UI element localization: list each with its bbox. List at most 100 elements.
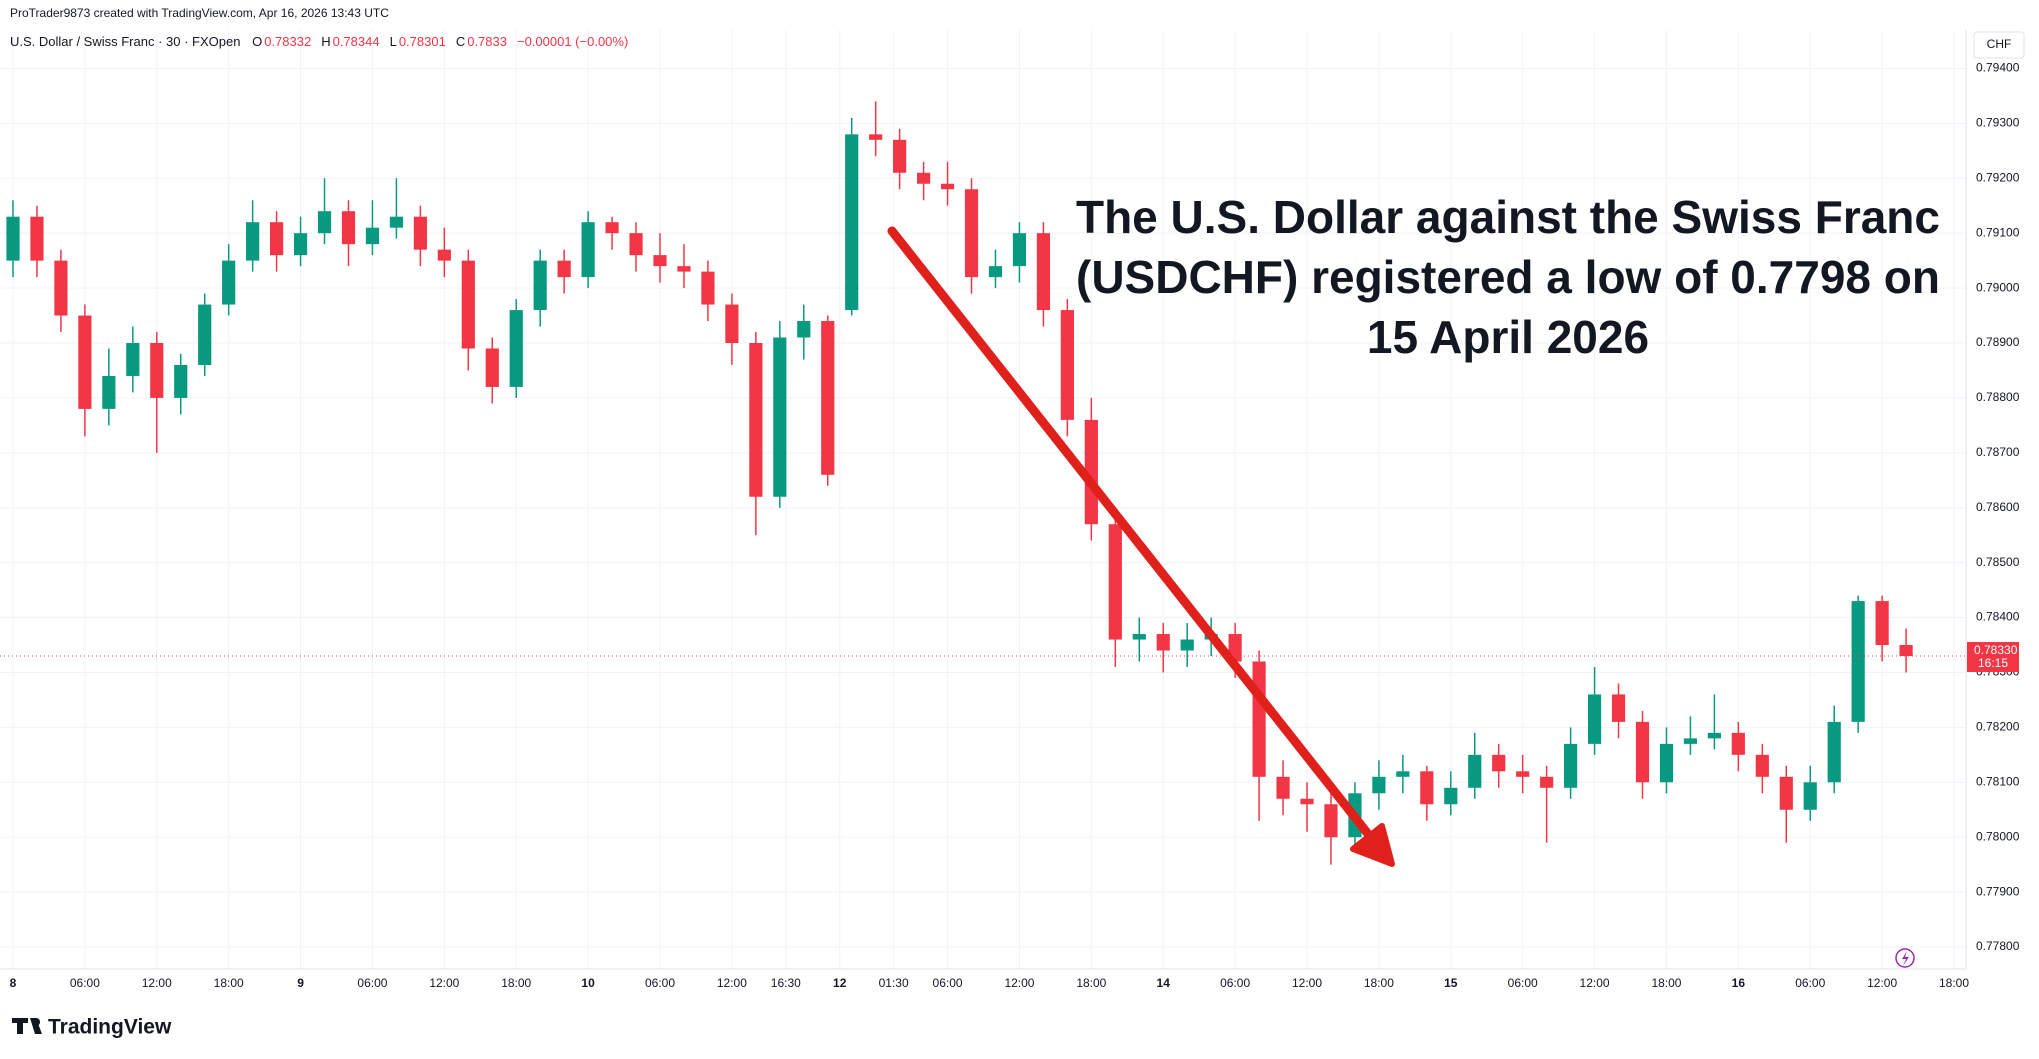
candle-body [845, 134, 859, 311]
x-tick-label: 12:00 [1004, 976, 1034, 990]
candle-body [581, 222, 595, 278]
y-tick-label: 0.78600 [1976, 500, 2020, 514]
ohlc-key: L [389, 34, 397, 49]
y-tick-label: 0.78400 [1976, 610, 2020, 624]
logo-text: TradingView [48, 1016, 172, 1039]
x-tick-label: 01:30 [879, 976, 909, 990]
candle-body [485, 348, 499, 387]
candle-body [797, 321, 811, 338]
countdown: 16:15 [1978, 656, 2008, 670]
ohlc-value: 0.78344 [332, 34, 380, 49]
candle-body [1492, 754, 1506, 772]
candle-body [126, 343, 140, 376]
candle-body [1468, 754, 1482, 788]
candle-body [1156, 634, 1170, 651]
candle-body [389, 216, 404, 228]
candle-body [365, 227, 380, 245]
candle-body [341, 211, 356, 245]
grid [0, 30, 1966, 969]
candle-body [1659, 743, 1674, 783]
candle-body [1420, 771, 1434, 805]
candle-body [1587, 694, 1602, 744]
candle-body [1803, 782, 1817, 810]
y-tick-label: 0.78800 [1976, 390, 2020, 404]
candle-body [222, 260, 236, 305]
y-tick-label: 0.77800 [1976, 939, 2020, 953]
candle-body [1084, 419, 1098, 525]
y-tick-label: 0.78900 [1976, 335, 2020, 349]
ohlc-key: C [455, 34, 466, 49]
candle-body [317, 211, 332, 234]
candle-body [1036, 233, 1051, 311]
x-tick-label: 12:00 [1292, 976, 1322, 990]
ohlc-key: H [321, 34, 331, 49]
alert-bolt [1902, 951, 1909, 966]
x-tick-label: 06:00 [933, 976, 963, 990]
candle-body [533, 260, 547, 311]
candle-body [1635, 721, 1650, 783]
x-tick-label: 18:00 [214, 976, 244, 990]
candle-body [701, 271, 715, 305]
candle-body [1516, 771, 1530, 777]
y-tick-label: 0.77900 [1976, 884, 2020, 898]
y-tick-label: 0.79300 [1976, 116, 2020, 130]
x-tick-label: 18:00 [1364, 976, 1394, 990]
candle-body [1779, 776, 1793, 810]
y-tick-label: 0.78700 [1976, 445, 2020, 459]
candle-body [1276, 776, 1290, 799]
y-tick-label: 0.79100 [1976, 225, 2020, 239]
candle-body [988, 266, 1003, 278]
ohlc-key: O [252, 34, 263, 49]
candle-body [1564, 743, 1578, 788]
x-tick-label: 12:00 [1867, 976, 1897, 990]
candle-body [749, 343, 763, 497]
arrow-head [1350, 823, 1395, 867]
candle-body [1012, 233, 1027, 267]
annotation-line: 15 April 2026 [1367, 311, 1649, 363]
candle-body [1372, 776, 1386, 794]
candle-body [150, 343, 164, 398]
x-tick-label: 16 [1732, 976, 1746, 990]
x-tick-label: 16:30 [771, 976, 801, 990]
candle-body [1707, 732, 1721, 739]
y-tick-label: 0.78000 [1976, 829, 2020, 843]
candle-body [461, 260, 475, 349]
last-price-box [1967, 642, 2019, 672]
x-tick-label: 12 [833, 976, 847, 990]
x-tick-label: 18:00 [1076, 976, 1106, 990]
annotation-line: (USDCHF) registered a low of 0.7798 on [1076, 251, 1940, 303]
candle-body [1611, 694, 1626, 722]
x-tick-label: 14 [1157, 976, 1171, 990]
x-tick-label: 10 [581, 976, 595, 990]
candle-body [1540, 776, 1554, 788]
currency-box[interactable] [1973, 31, 2025, 59]
y-tick-label: 0.78500 [1976, 555, 2020, 569]
candle-body [1875, 601, 1889, 646]
symbol: U.S. Dollar / Swiss Franc · 30 · FXOpen [10, 34, 241, 49]
x-tick-label: 06:00 [1795, 976, 1825, 990]
y-tick-label: 0.79200 [1976, 170, 2020, 184]
y-tick-label: 0.78200 [1976, 720, 2020, 734]
candle-body [1180, 639, 1194, 651]
x-tick-label: 15 [1444, 976, 1458, 990]
x-tick-label: 06:00 [70, 976, 100, 990]
candle-body [1827, 721, 1841, 783]
x-tick-label: 18:00 [1939, 976, 1969, 990]
change: −0.00001 (−0.00%) [516, 34, 629, 49]
candle-body [773, 337, 787, 497]
annotation-line: The U.S. Dollar against the Swiss Franc [1076, 191, 1940, 243]
candle-body [174, 364, 188, 398]
arrow-shaft [887, 226, 1377, 844]
x-tick-label: 06:00 [357, 976, 387, 990]
candle-body [198, 304, 212, 365]
candle-body [102, 375, 116, 409]
x-tick-label: 12:00 [429, 976, 459, 990]
symbol-legend: U.S. Dollar / Swiss Franc · 30 · FXOpen … [10, 34, 630, 49]
alert-icon[interactable] [1895, 948, 1915, 968]
ohlc-value: 0.78332 [264, 34, 312, 49]
last-price-label: 0.78330 [1974, 643, 2018, 657]
candle-body [78, 315, 92, 409]
candle-body [653, 255, 667, 267]
